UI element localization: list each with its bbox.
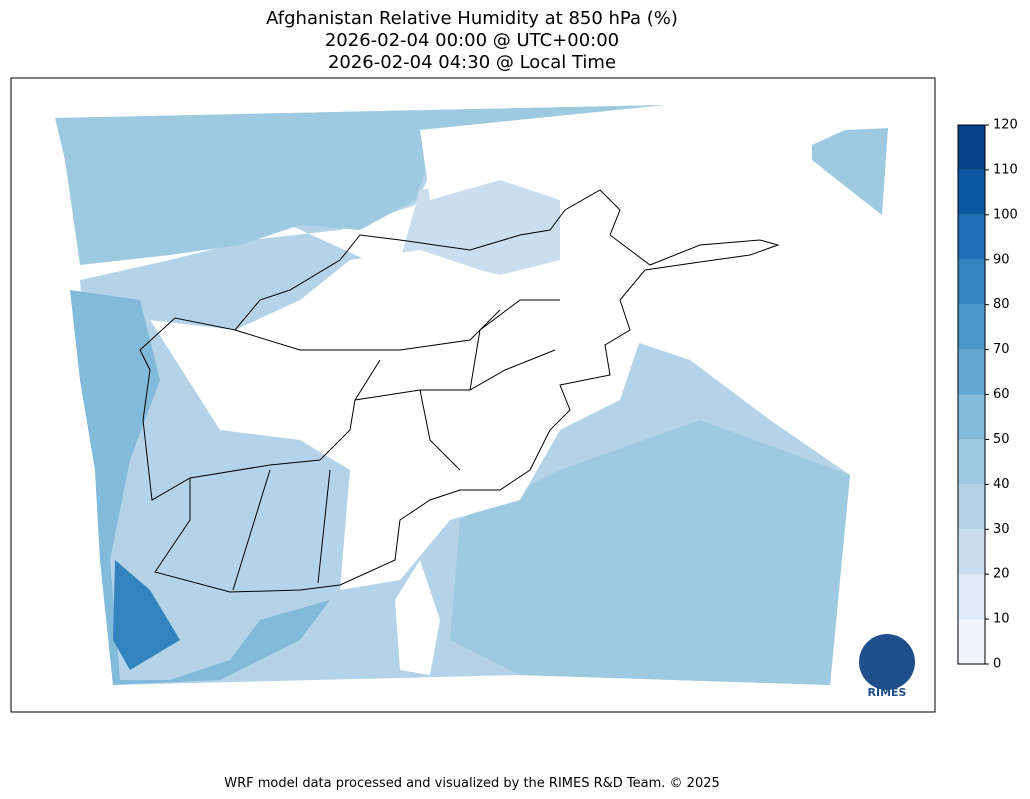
colorbar-tick-label: 90 bbox=[993, 252, 1010, 267]
humidity-field bbox=[113, 560, 180, 670]
colorbar-tick-label: 0 bbox=[993, 657, 1001, 672]
colorbar-cell bbox=[958, 619, 985, 664]
colorbar-tick-label: 50 bbox=[993, 432, 1010, 447]
humidity-field bbox=[395, 560, 440, 675]
humidity-field bbox=[55, 105, 665, 265]
humidity-field bbox=[450, 420, 850, 685]
logo-emblem bbox=[859, 634, 915, 690]
province-border bbox=[189, 299, 560, 591]
footer: WRF model data processed and visualized … bbox=[224, 776, 720, 791]
colorbar-tick-label: 20 bbox=[993, 567, 1010, 582]
colorbar-cell bbox=[958, 394, 985, 440]
humidity-field bbox=[150, 250, 640, 590]
humidity-field bbox=[812, 128, 888, 215]
colorbar-cell bbox=[958, 484, 985, 530]
title-line: 2026-02-04 00:00 @ UTC+00:00 bbox=[325, 30, 619, 51]
colorbar-cell bbox=[958, 349, 985, 395]
title-line: 2026-02-04 04:30 @ Local Time bbox=[328, 52, 616, 73]
colorbar-cell bbox=[958, 439, 985, 485]
humidity-field bbox=[420, 105, 870, 260]
colorbar-tick-label: 30 bbox=[993, 522, 1010, 537]
colorbar-tick-label: 100 bbox=[993, 207, 1018, 222]
colorbar-cell bbox=[958, 125, 985, 170]
map: RIMES bbox=[10, 77, 936, 713]
logo: RIMES bbox=[859, 634, 915, 699]
title-line: Afghanistan Relative Humidity at 850 hPa… bbox=[266, 8, 678, 29]
country-border bbox=[139, 189, 780, 593]
colorbar-cell bbox=[958, 304, 985, 350]
colorbar-tick-label: 110 bbox=[993, 162, 1018, 177]
colorbar-tick-label: 60 bbox=[993, 387, 1010, 402]
colorbar-tick-label: 10 bbox=[993, 612, 1010, 627]
colorbar: 0 10 20 30 40 50 60 70 80 90 100 110 120 bbox=[957, 118, 1018, 672]
logo-text: RIMES bbox=[868, 686, 907, 699]
colorbar-tick-label: 120 bbox=[993, 118, 1018, 133]
colorbar-tick-label: 40 bbox=[993, 477, 1010, 492]
colorbar-tick-label: 70 bbox=[993, 342, 1010, 357]
colorbar-cell bbox=[958, 529, 985, 575]
colorbar-cell bbox=[958, 214, 985, 260]
colorbar-cell bbox=[958, 259, 985, 305]
humidity-field bbox=[400, 175, 560, 280]
colorbar-cell bbox=[958, 574, 985, 620]
colorbar-tick-label: 80 bbox=[993, 297, 1010, 312]
colorbar-cell bbox=[958, 169, 985, 215]
humidity-field bbox=[70, 290, 330, 685]
